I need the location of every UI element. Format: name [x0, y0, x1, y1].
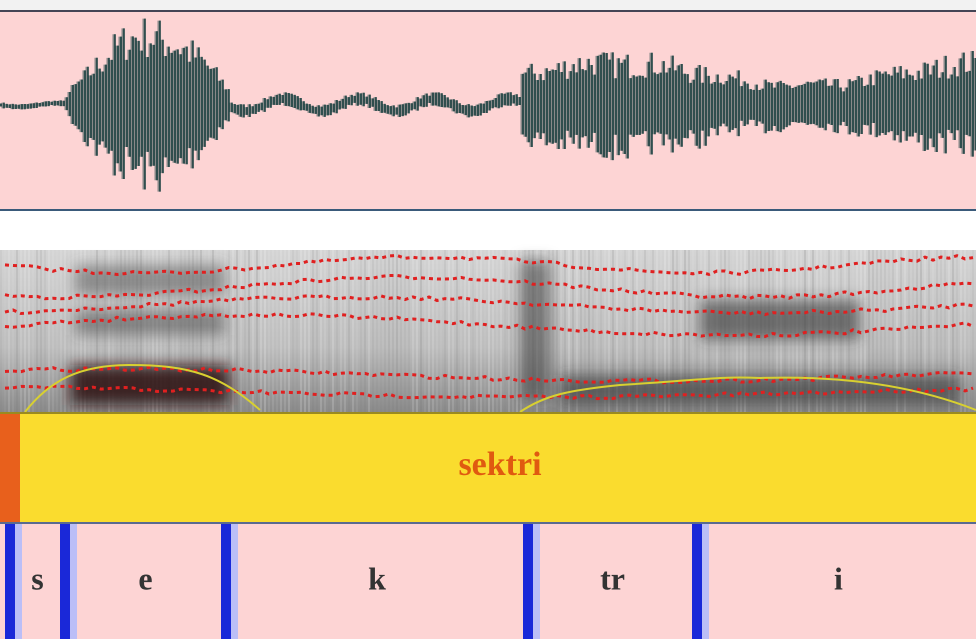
- spectrogram-stripe: [408, 250, 410, 412]
- spectrogram-stripe: [444, 250, 446, 412]
- spectrogram-stripe: [256, 250, 258, 412]
- spectrogram-stripe: [348, 250, 350, 412]
- spectrogram-stripe: [284, 250, 286, 412]
- spectrogram-stripe: [292, 250, 294, 412]
- spectrogram-stripe: [492, 250, 494, 412]
- phone-boundary: [221, 524, 231, 639]
- spectrogram-stripe: [280, 250, 282, 412]
- spectrogram-stripe: [312, 250, 314, 412]
- spectrogram-stripe: [404, 250, 406, 412]
- spectrogram-stripe: [472, 250, 474, 412]
- spectrogram-stripe: [364, 250, 366, 412]
- spectrogram-stripe: [484, 250, 486, 412]
- phone-boundary: [60, 524, 70, 639]
- spectrogram-stripe: [424, 250, 426, 412]
- spectrogram-stripe: [304, 250, 306, 412]
- boundary-shade: [532, 524, 540, 639]
- spectrogram-stripe: [556, 250, 558, 412]
- spectrogram-stripe: [352, 250, 354, 412]
- spectrogram-stripe: [272, 250, 274, 412]
- spectrogram-stripe: [296, 250, 298, 412]
- spectrogram-stripe: [448, 250, 450, 412]
- spectrogram-stripe: [488, 250, 490, 412]
- word-tier-marker: [0, 412, 20, 522]
- spectrogram-stripe: [236, 250, 238, 412]
- spectrogram-stripe: [508, 250, 510, 412]
- spectrogram-stripe: [356, 250, 358, 412]
- spectrogram-stripe: [480, 250, 482, 412]
- spectrogram-stripe: [468, 250, 470, 412]
- spectrogram-stripe: [372, 250, 374, 412]
- boundary-shade: [14, 524, 22, 639]
- spectrogram-stripe: [316, 250, 318, 412]
- phone-label: k: [368, 560, 386, 596]
- spectrogram-stripe: [968, 250, 970, 412]
- spectrogram-stripe: [552, 250, 554, 412]
- spectrogram-stripe: [960, 250, 962, 412]
- spectrogram-stripe: [420, 250, 422, 412]
- spectrogram-stripe: [412, 250, 414, 412]
- spectrogram-stripe: [416, 250, 418, 412]
- spectrogram-stripe: [964, 250, 966, 412]
- spectrogram-stripe: [332, 250, 334, 412]
- spectrogram-stripe: [436, 250, 438, 412]
- phone-label: e: [138, 560, 152, 596]
- spectrogram-stripe: [360, 250, 362, 412]
- phone-boundary: [692, 524, 702, 639]
- spectrogram-stripe: [376, 250, 378, 412]
- spectrogram-stripe: [232, 250, 234, 412]
- boundary-shade: [701, 524, 709, 639]
- spectrogram-stripe: [244, 250, 246, 412]
- spectrogram-stripe: [460, 250, 462, 412]
- phone-boundary: [523, 524, 533, 639]
- spectrogram-stripe: [264, 250, 266, 412]
- spectrogram-stripe: [464, 250, 466, 412]
- spectrogram-stripe: [432, 250, 434, 412]
- spectrogram-stripe: [320, 250, 322, 412]
- spectrogram-stripe: [288, 250, 290, 412]
- spectrogram-stripe: [260, 250, 262, 412]
- spectrogram-stripe: [0, 250, 2, 412]
- spectrogram-stripe: [368, 250, 370, 412]
- phone-label: s: [31, 560, 43, 596]
- spectrogram-stripe: [276, 250, 278, 412]
- spectrogram-stripe: [240, 250, 242, 412]
- spectrogram-stripe: [500, 250, 502, 412]
- spectrogram-stripe: [268, 250, 270, 412]
- spectrogram-stripe: [248, 250, 250, 412]
- word-label: sektri: [458, 446, 541, 483]
- spectrogram-stripe: [328, 250, 330, 412]
- spectrogram-stripe: [476, 250, 478, 412]
- spectrogram-stripe: [496, 250, 498, 412]
- spectrogram-stripe: [400, 250, 402, 412]
- spectrogram-stripe: [308, 250, 310, 412]
- spectrogram-stripe: [512, 250, 514, 412]
- spectrogram-stripe: [440, 250, 442, 412]
- phone-boundary: [5, 524, 15, 639]
- spectrogram-stripe: [452, 250, 454, 412]
- spectrogram-stripe: [516, 250, 518, 412]
- spectrogram-stripe: [324, 250, 326, 412]
- spectrogram-stripe: [380, 250, 382, 412]
- annotation-view: sektri sektri: [0, 0, 976, 639]
- boundary-shade: [230, 524, 238, 639]
- spectrogram-stripe: [504, 250, 506, 412]
- spectrogram-stripe: [340, 250, 342, 412]
- spectrogram-stripe: [384, 250, 386, 412]
- boundary-shade: [69, 524, 77, 639]
- spectrogram-stripe: [456, 250, 458, 412]
- spectrogram-stripe: [428, 250, 430, 412]
- spectrogram-stripe: [344, 250, 346, 412]
- phone-label: tr: [600, 560, 625, 596]
- phone-label: i: [834, 560, 843, 596]
- spectrogram-stripe: [300, 250, 302, 412]
- spectrogram-stripe: [252, 250, 254, 412]
- spectrogram-stripe: [336, 250, 338, 412]
